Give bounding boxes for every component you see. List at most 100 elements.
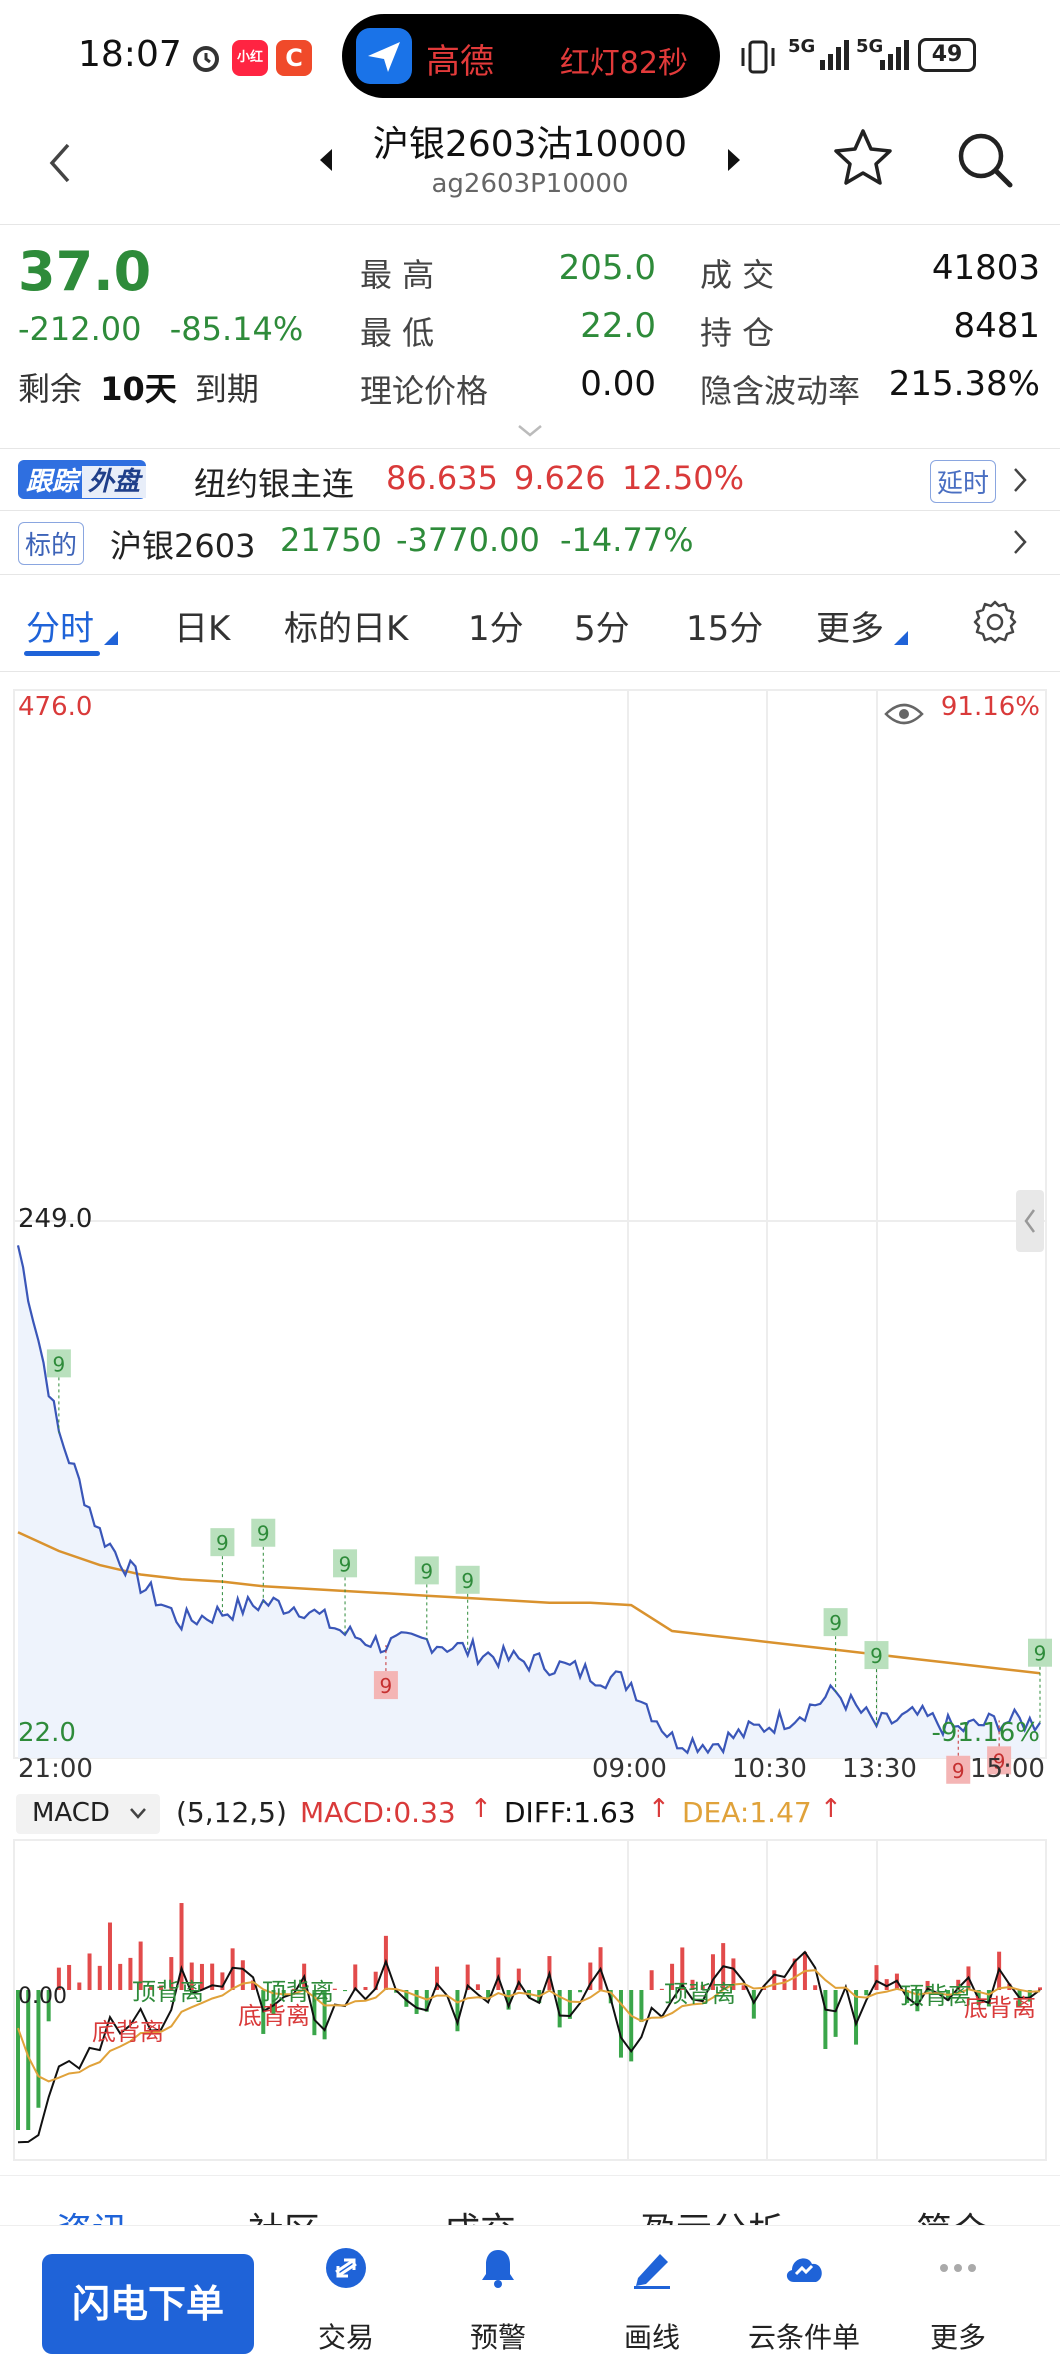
draw-line-button[interactable]: 画线 <box>582 2246 722 2366</box>
signal-mark-2: 9 <box>251 1518 276 1603</box>
macd-bar <box>189 1962 194 1990</box>
prev-contract-icon[interactable] <box>316 145 336 175</box>
macd-bar <box>159 1985 164 1990</box>
macd-bar <box>516 1968 521 1990</box>
macd-bar <box>670 1963 675 1990</box>
macd-selector[interactable]: MACD <box>16 1794 160 1834</box>
x-label-1030: 10:30 <box>732 1754 807 1784</box>
macd-bar <box>251 1980 256 1990</box>
high-label: 最 高 <box>360 256 435 294</box>
search-icon[interactable] <box>952 127 1018 193</box>
tab-underlying-daily-k[interactable]: 标的日K <box>284 609 409 649</box>
change-pct: -85.14% <box>169 310 304 348</box>
svg-text:9: 9 <box>339 1552 352 1576</box>
underlying-name: 沪银2603 <box>110 527 256 565</box>
xiaohongshu-icon: 小红书 <box>232 40 268 101</box>
macd-bar <box>179 1903 184 1990</box>
svg-text:9: 9 <box>829 1611 842 1635</box>
macd-bar <box>731 1958 736 1990</box>
macd-bar <box>486 1990 491 1998</box>
tab-15min[interactable]: 15分 <box>686 609 764 649</box>
dropdown-triangle-icon <box>894 631 908 645</box>
bottom-action-bar: 闪电下单 交易 预警 画线 <box>0 2225 1060 2376</box>
macd-bar <box>210 1963 215 1990</box>
macd-bar <box>199 1963 204 1990</box>
macd-bar <box>772 1970 777 1990</box>
macd-bar <box>36 1990 41 2108</box>
macd-bar <box>629 1990 634 2062</box>
macd-bar <box>332 1988 337 1990</box>
tab-more[interactable]: 更多 <box>816 609 884 649</box>
signal-label-2: 5G <box>856 36 884 57</box>
tracker-tag: 跟踪 外盘 <box>18 460 147 499</box>
status-time: 18:07 <box>78 34 182 75</box>
macd-diff-line <box>17 1950 1041 2144</box>
tab-intraday[interactable]: 分时 <box>26 609 94 649</box>
macd-bar <box>118 1963 123 1990</box>
tab-community[interactable]: 社区 <box>248 2202 320 2225</box>
change-value: -212.00 <box>18 310 142 348</box>
next-contract-icon[interactable] <box>724 145 744 175</box>
iv-value: 215.38% <box>888 364 1040 404</box>
divergence-bottom-3: 底背离 <box>964 1994 1036 2022</box>
macd-bar <box>220 1972 225 1990</box>
macd-bar <box>710 1954 715 1990</box>
settings-gear-icon[interactable] <box>972 599 1018 645</box>
pen-icon <box>634 2254 670 2289</box>
tab-5min[interactable]: 5分 <box>574 609 630 649</box>
tab-news[interactable]: 资讯 <box>56 2202 128 2225</box>
signal-mark-1: 9 <box>210 1528 235 1613</box>
macd-bar <box>700 1985 705 1990</box>
cloud-order-label: 云条件单 <box>747 2321 860 2354</box>
navigation-pill[interactable]: 高德 红灯82秒 <box>342 14 720 98</box>
tab-daily-k[interactable]: 日K <box>174 609 231 649</box>
signal-icon-2 <box>880 40 909 70</box>
active-tab-indicator <box>24 651 100 656</box>
side-drawer-handle[interactable] <box>1016 1190 1044 1252</box>
tracker-tag-right: 外盘 <box>82 466 147 498</box>
intraday-chart[interactable]: 9 9 9 9 9 9 9 9 9 9 9 9 476.0 91.16% 249.0 22.0 <box>0 672 1060 2192</box>
tracker-name: 纽约银主连 <box>194 465 355 503</box>
svg-text:9: 9 <box>380 1674 393 1698</box>
tab-pnl-analysis[interactable]: 盈亏分析 <box>640 2202 784 2225</box>
signal-mark-7: 9 <box>864 1641 889 1726</box>
macd-arrow-icon: ↑ <box>470 1794 492 1824</box>
tab-intro[interactable]: 简介 <box>916 2202 988 2225</box>
low-label: 最 低 <box>360 314 435 352</box>
divergence-top-1: 顶背离 <box>132 1978 204 2006</box>
star-icon[interactable] <box>830 125 896 191</box>
tracker-change-pct: 12.50% <box>622 459 745 497</box>
eye-icon[interactable] <box>884 703 924 725</box>
dropdown-triangle-icon <box>104 631 118 645</box>
tab-1min[interactable]: 1分 <box>468 609 524 649</box>
more-label: 更多 <box>929 2321 986 2354</box>
page-title: 沪银2603沽10000 <box>372 124 688 165</box>
cloud-order-button[interactable]: 云条件单 <box>734 2246 874 2366</box>
chart-canvas[interactable]: 9 9 9 9 9 9 9 9 9 9 9 9 <box>0 672 1060 2172</box>
svg-text:9: 9 <box>461 1569 474 1593</box>
tab-trades[interactable]: 成交 <box>444 2202 516 2225</box>
macd-bar <box>271 1990 276 2015</box>
high-value: 205.0 <box>558 248 656 288</box>
more-dots-icon <box>940 2264 976 2272</box>
macd-bar <box>353 1964 358 1990</box>
dea-value: DEA:1.47 <box>682 1796 812 1829</box>
macd-bar <box>312 1990 317 2036</box>
nav-app-name: 高德 <box>426 42 494 82</box>
flash-order-button[interactable]: 闪电下单 <box>42 2254 254 2354</box>
back-icon[interactable] <box>40 133 80 193</box>
underlying-row[interactable]: 标的 沪银2603 21750 -3770.00 -14.77% <box>0 510 1060 570</box>
macd-bar <box>639 1990 644 2023</box>
foreign-tracker-row[interactable]: 跟踪 外盘 纽约银主连 86.635 9.626 12.50% 延时 <box>0 448 1060 508</box>
macd-dea-line <box>17 1969 1041 2083</box>
more-button[interactable]: 更多 <box>888 2246 1028 2366</box>
trade-button[interactable]: 交易 <box>276 2246 416 2366</box>
expand-chevron-icon[interactable] <box>515 422 545 440</box>
macd-bar <box>496 1957 501 1990</box>
cloud-icon <box>786 2258 822 2282</box>
svg-text:9: 9 <box>952 1759 965 1783</box>
alert-button[interactable]: 预警 <box>428 2246 568 2366</box>
svg-text:9: 9 <box>257 1522 270 1546</box>
macd-bar <box>281 1990 286 1996</box>
macd-bar <box>16 1990 20 2130</box>
